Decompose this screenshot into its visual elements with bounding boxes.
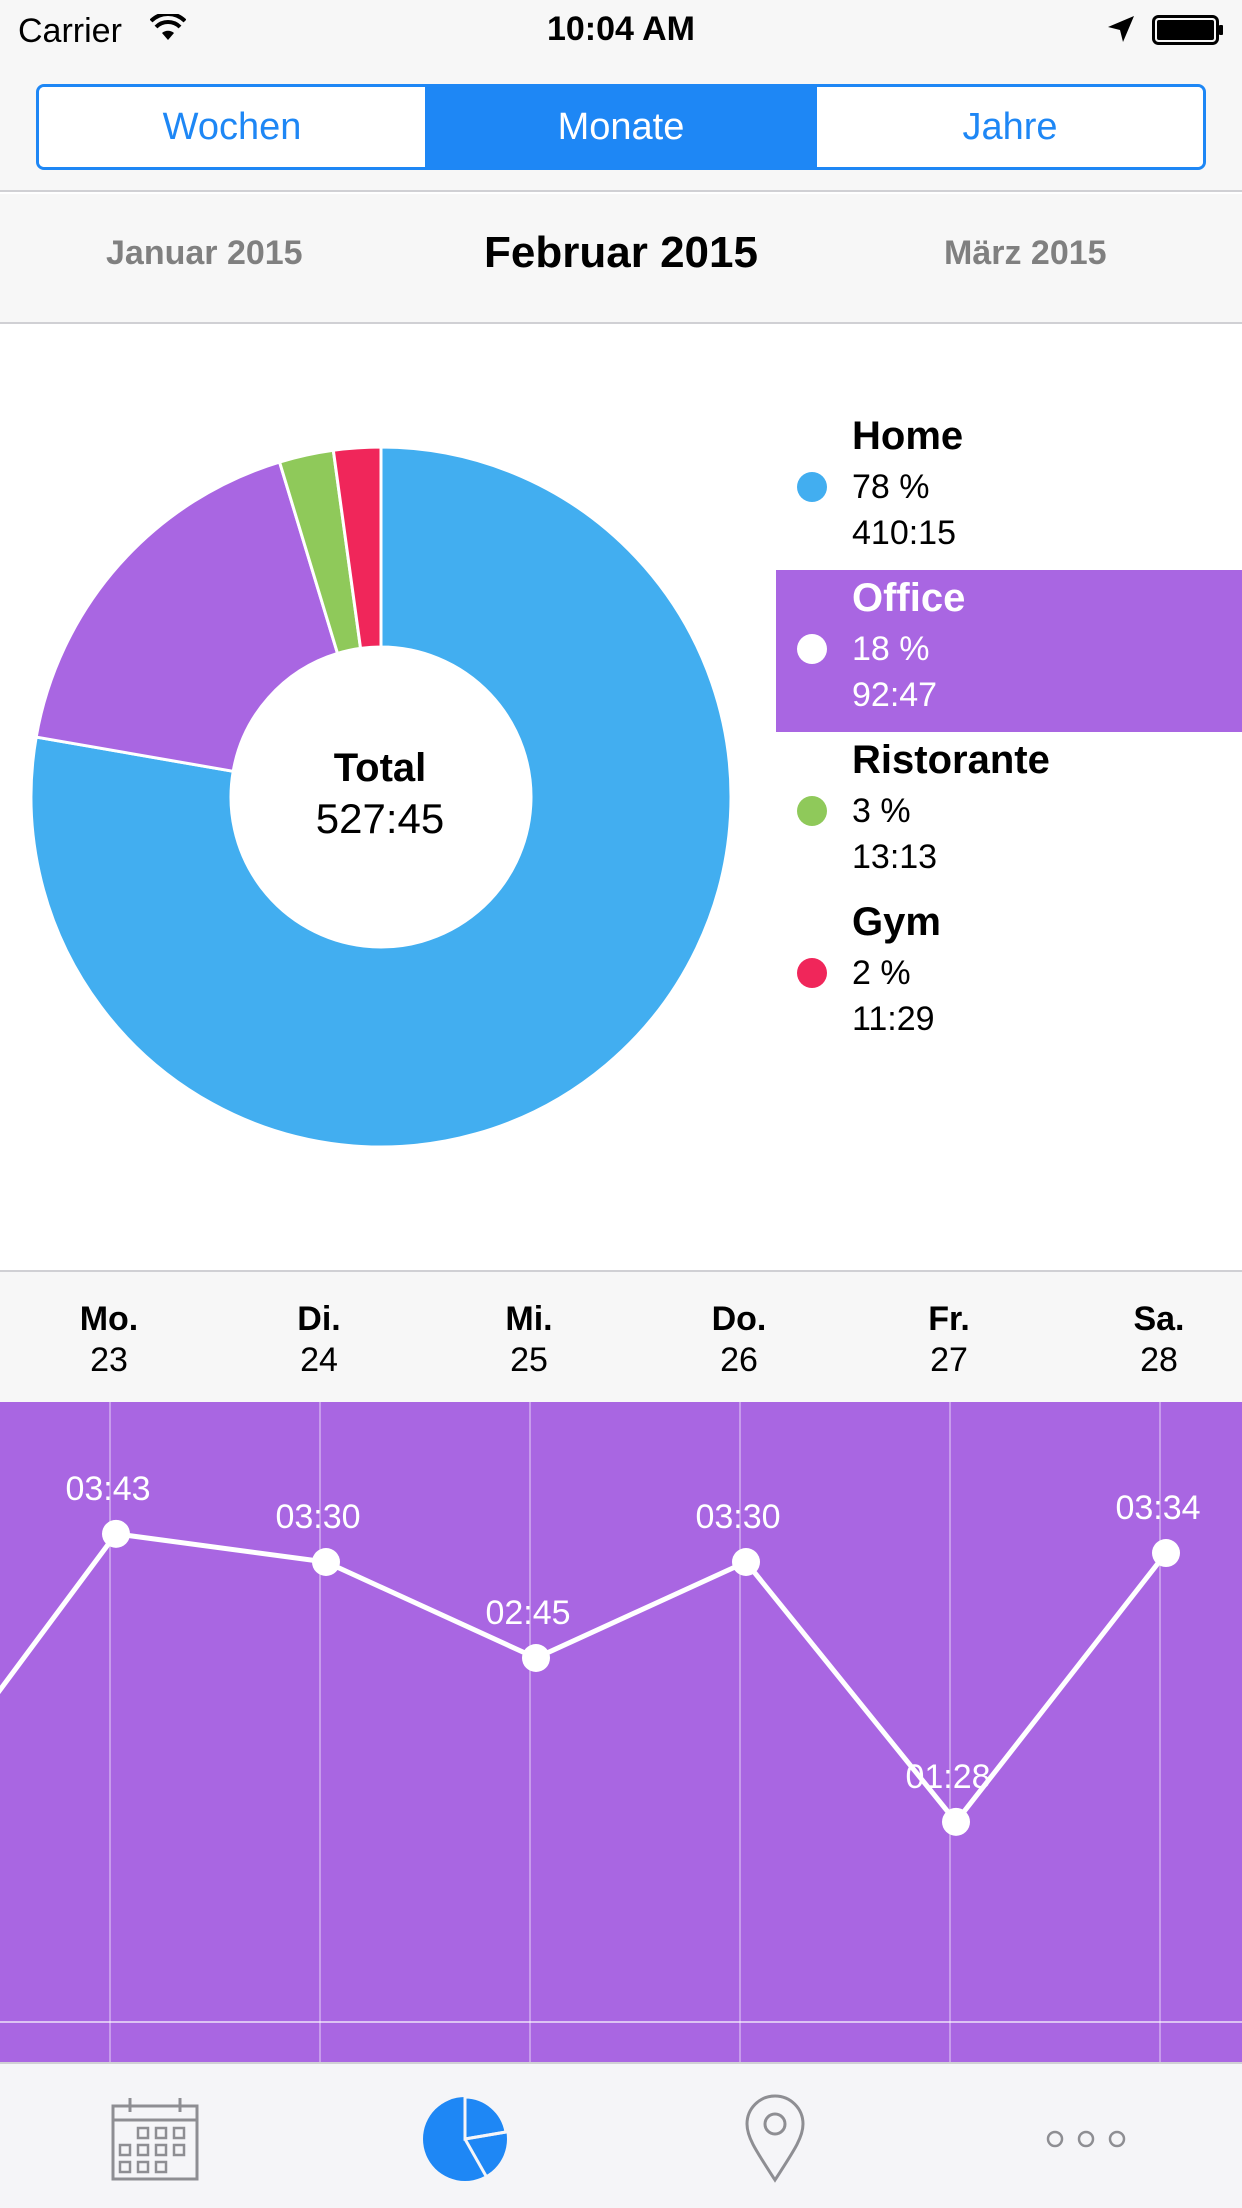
legend-time: 13:13 (852, 838, 938, 876)
slice-office[interactable] (34, 460, 340, 774)
pie-chart-icon (423, 2095, 508, 2181)
series-line (0, 1531, 1168, 1825)
day-date: 25 (510, 1341, 548, 1379)
legend: Home 78 % 410:15 Office 18 % 92:47 Risto… (776, 408, 1242, 1056)
day-name: Sa. (1133, 1300, 1185, 1338)
status-bar: Carrier 10:04 AM (0, 0, 1242, 60)
legend-percent: 3 % (852, 792, 911, 830)
data-point[interactable] (942, 1807, 970, 1836)
day-date: 24 (300, 1341, 338, 1379)
day-name: Fr. (928, 1300, 970, 1338)
month-navigator: Januar 2015 Februar 2015 März 2015 (0, 194, 1242, 324)
data-point[interactable] (522, 1644, 550, 1672)
legend-item-home[interactable]: Home 78 % 410:15 (776, 408, 1242, 570)
day-date: 26 (720, 1341, 758, 1379)
segment-years[interactable]: Jahre (817, 87, 1203, 167)
legend-time: 11:29 (852, 1000, 935, 1038)
calendar-icon (111, 2098, 199, 2181)
day-column-header: Do. 26 (659, 1300, 819, 1380)
legend-percent: 78 % (852, 468, 930, 506)
previous-month[interactable]: Januar 2015 (106, 234, 303, 272)
tab-places[interactable] (725, 2094, 825, 2184)
daily-line-chart-panel[interactable]: 03:43 03:30 02:45 03:30 01:28 03:34 (0, 1402, 1242, 2062)
legend-name: Gym (852, 900, 941, 944)
day-date: 28 (1140, 1341, 1178, 1379)
day-column-header: Mo. 23 (29, 1300, 189, 1380)
donut-chart (30, 446, 732, 1148)
period-segmented-control: Wochen Monate Jahre (36, 84, 1206, 170)
segment-weeks[interactable]: Wochen (39, 87, 428, 167)
donut-center: Total 527:45 (230, 746, 530, 843)
day-date: 27 (930, 1341, 968, 1379)
day-column-header: Di. 24 (239, 1300, 399, 1380)
legend-percent: 18 % (852, 630, 930, 668)
more-dots-icon (1046, 2130, 1126, 2148)
legend-item-gym[interactable]: Gym 2 % 11:29 (776, 894, 1242, 1056)
location-arrow-icon (1106, 14, 1136, 49)
legend-dot (797, 796, 827, 826)
location-pin-icon (745, 2094, 805, 2183)
segment-months[interactable]: Monate (428, 87, 817, 167)
status-time: 10:04 AM (546, 10, 696, 48)
legend-name: Office (852, 576, 966, 620)
day-column-header: Sa. 28 (1079, 1300, 1239, 1380)
data-label: 01:28 (905, 1758, 990, 1796)
legend-item-ristorante[interactable]: Ristorante 3 % 13:13 (776, 732, 1242, 894)
legend-dot (797, 472, 827, 502)
tab-calendar[interactable] (105, 2094, 205, 2184)
slice-gym[interactable] (331, 446, 383, 651)
data-point[interactable] (1152, 1539, 1180, 1568)
data-point[interactable] (312, 1548, 340, 1576)
day-name: Mi. (505, 1300, 553, 1338)
day-name: Do. (711, 1300, 767, 1338)
wifi-icon (149, 11, 187, 47)
day-header: Mo. 23 Di. 24 Mi. 25 Do. 26 Fr. 27 Sa. 2… (0, 1270, 1242, 1402)
day-date: 23 (90, 1341, 128, 1379)
day-name: Di. (297, 1300, 341, 1338)
data-label: 03:30 (695, 1498, 780, 1536)
day-column-header: Fr. 27 (869, 1300, 1029, 1380)
current-month-label: Februar 2015 (484, 228, 758, 277)
tab-more[interactable] (1036, 2094, 1136, 2184)
carrier-label: Carrier (18, 12, 122, 50)
daily-line-chart: 03:43 03:30 02:45 03:30 01:28 03:34 (0, 1402, 1242, 2062)
legend-dot (797, 958, 827, 988)
data-label: 03:43 (65, 1470, 150, 1508)
legend-time: 410:15 (852, 514, 956, 552)
data-label: 02:45 (485, 1594, 570, 1632)
next-month[interactable]: März 2015 (944, 234, 1107, 272)
data-point[interactable] (732, 1548, 760, 1576)
legend-percent: 2 % (852, 954, 911, 992)
total-value: 527:45 (315, 795, 445, 842)
data-label: 03:30 (275, 1498, 360, 1536)
battery-icon (1152, 15, 1224, 50)
legend-item-office[interactable]: Office 18 % 92:47 (776, 570, 1242, 732)
total-label: Total (333, 746, 427, 790)
current-month: Februar 2015 (0, 228, 1242, 278)
day-name: Mo. (79, 1300, 139, 1338)
day-column-header: Mi. 25 (449, 1300, 609, 1380)
distribution-panel: Total 527:45 Home 78 % 410:15 Office 18 … (0, 326, 1242, 1270)
legend-name: Ristorante (852, 738, 1050, 782)
legend-dot (797, 634, 827, 664)
data-label: 03:34 (1115, 1489, 1200, 1527)
segment-bar: Wochen Monate Jahre (0, 60, 1242, 192)
legend-time: 92:47 (852, 676, 938, 714)
data-point[interactable] (102, 1519, 130, 1548)
legend-name: Home (852, 414, 964, 458)
tab-bar (0, 2062, 1242, 2208)
slice-home[interactable] (30, 446, 732, 1148)
tab-statistics[interactable] (415, 2094, 515, 2184)
